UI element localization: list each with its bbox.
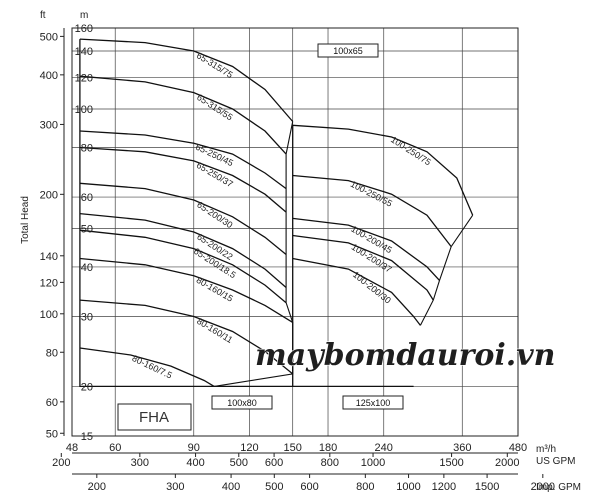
curve-label-100-250/55: 100-250/55 bbox=[349, 179, 394, 209]
x-tick-m3h-60: 60 bbox=[109, 442, 121, 454]
y-tick-ft-500: 500 bbox=[40, 31, 58, 43]
watermark: maybomdauroi.vn bbox=[255, 338, 555, 373]
y-tick-ft-80: 80 bbox=[46, 347, 58, 359]
box-100x65 bbox=[317, 43, 379, 58]
y-tick-m-120: 120 bbox=[75, 73, 93, 85]
y-unit-left: ft bbox=[40, 10, 46, 21]
x-tick-us-800: 800 bbox=[321, 457, 339, 469]
x-tick-us-300: 300 bbox=[131, 457, 149, 469]
y-tick-m-100: 100 bbox=[75, 104, 93, 116]
x-tick-imp-200: 200 bbox=[88, 481, 106, 493]
y-tick-m-160: 160 bbox=[75, 23, 93, 35]
y-tick-m-80: 80 bbox=[81, 142, 93, 154]
curve-80-160/15 bbox=[79, 257, 294, 323]
y-tick-m-15: 15 bbox=[81, 431, 93, 443]
curve-65-315/55 bbox=[79, 75, 287, 155]
y-tick-ft-400: 400 bbox=[40, 70, 58, 82]
curve-100-200/30 bbox=[292, 257, 421, 326]
x-tick-m3h-120: 120 bbox=[240, 442, 258, 454]
x-unit-top: m³/h bbox=[536, 444, 556, 455]
x-tick-imp-1500: 1500 bbox=[475, 481, 499, 493]
x-tick-m3h-90: 90 bbox=[188, 442, 200, 454]
curve-80-160/7.5 bbox=[79, 347, 215, 387]
y-tick-ft-120: 120 bbox=[40, 277, 58, 289]
x-tick-imp-500: 500 bbox=[265, 481, 283, 493]
y-unit-right: m bbox=[80, 10, 88, 21]
envelope-end-right bbox=[419, 214, 474, 326]
envelope-end-left bbox=[214, 121, 294, 387]
x-tick-m3h-360: 360 bbox=[453, 442, 471, 454]
y-tick-m-20: 20 bbox=[81, 381, 93, 393]
fha-label: FHA bbox=[139, 409, 169, 426]
y-tick-ft-50: 50 bbox=[46, 428, 58, 440]
y-axis-label: Total Head bbox=[20, 196, 31, 244]
x-tick-imp-300: 300 bbox=[166, 481, 184, 493]
y-tick-m-30: 30 bbox=[81, 312, 93, 324]
box-100x80 bbox=[211, 395, 273, 410]
x-tick-us-1000: 1000 bbox=[361, 457, 385, 469]
curve-label-80-160/7.5: 80-160/7.5 bbox=[131, 353, 174, 381]
overlay-boxes: 100x65 100x80 125x100 bbox=[211, 43, 404, 410]
x-tick-us-2000: 2000 bbox=[495, 457, 519, 469]
envelope-right bbox=[292, 125, 414, 388]
x-unit-us: US GPM bbox=[536, 456, 575, 467]
curve-65-200/30 bbox=[79, 182, 287, 256]
x-tick-imp-400: 400 bbox=[222, 481, 240, 493]
box-label-100x80: 100x80 bbox=[227, 398, 257, 408]
y-tick-m-60: 60 bbox=[81, 192, 93, 204]
x-unit-imp: Imp. GPM bbox=[536, 482, 581, 493]
x-tick-imp-800: 800 bbox=[356, 481, 374, 493]
curve-65-250/37 bbox=[79, 146, 287, 213]
y-tick-ft-140: 140 bbox=[40, 251, 58, 263]
box-label-125x100: 125x100 bbox=[356, 398, 391, 408]
axes: 48 60 90 120 150 180 240 360 480 15 20 30 40 50 60 80 10… bbox=[40, 23, 555, 493]
y-tick-ft-60: 60 bbox=[46, 397, 58, 409]
curve-100-250/75 bbox=[292, 124, 474, 216]
x-tick-m3h-480: 480 bbox=[509, 442, 527, 454]
x-tick-us-1500: 1500 bbox=[439, 457, 463, 469]
curve-65-315/75 bbox=[79, 38, 294, 122]
box-label-100x65: 100x65 bbox=[333, 46, 363, 56]
y-tick-ft-100: 100 bbox=[40, 309, 58, 321]
curve-label-100-200/30: 100-200/30 bbox=[351, 269, 393, 305]
curve-65-250/45 bbox=[79, 130, 287, 190]
curve-labels: 65-315/7565-315/5565-250/4565-250/3765-2… bbox=[131, 50, 433, 380]
pump-curves bbox=[79, 38, 474, 388]
x-tick-imp-2000: 2000 bbox=[531, 481, 555, 493]
y-tick-ft-300: 300 bbox=[40, 119, 58, 131]
x-tick-m3h-150: 150 bbox=[284, 442, 302, 454]
box-125x100 bbox=[342, 395, 404, 410]
curve-100-200/45 bbox=[292, 217, 440, 281]
x-tick-imp-1000: 1000 bbox=[396, 481, 420, 493]
x-tick-m3h-240: 240 bbox=[375, 442, 393, 454]
y-tick-m-140: 140 bbox=[75, 46, 93, 58]
curve-100-200/37 bbox=[292, 234, 434, 301]
x-tick-us-200: 200 bbox=[52, 457, 70, 469]
plot-frame bbox=[71, 27, 519, 437]
curve-65-200/22 bbox=[79, 212, 287, 288]
x-tick-us-500: 500 bbox=[230, 457, 248, 469]
x-tick-us-400: 400 bbox=[186, 457, 204, 469]
x-tick-us-600: 600 bbox=[265, 457, 283, 469]
grid-lines bbox=[71, 27, 519, 437]
x-tick-m3h-180: 180 bbox=[319, 442, 337, 454]
y-tick-m-40: 40 bbox=[81, 262, 93, 274]
curve-80-160/11 bbox=[79, 299, 294, 375]
x-tick-imp-600: 600 bbox=[300, 481, 318, 493]
curve-65-200/18.5 bbox=[79, 229, 287, 304]
fha-box bbox=[117, 403, 192, 431]
curve-100-250/55 bbox=[292, 174, 452, 247]
y-tick-m-50: 50 bbox=[81, 223, 93, 235]
y-tick-ft-200: 200 bbox=[40, 189, 58, 201]
x-tick-m3h-48: 48 bbox=[66, 442, 78, 454]
x-tick-imp-1200: 1200 bbox=[432, 481, 456, 493]
envelope-left bbox=[79, 39, 293, 388]
